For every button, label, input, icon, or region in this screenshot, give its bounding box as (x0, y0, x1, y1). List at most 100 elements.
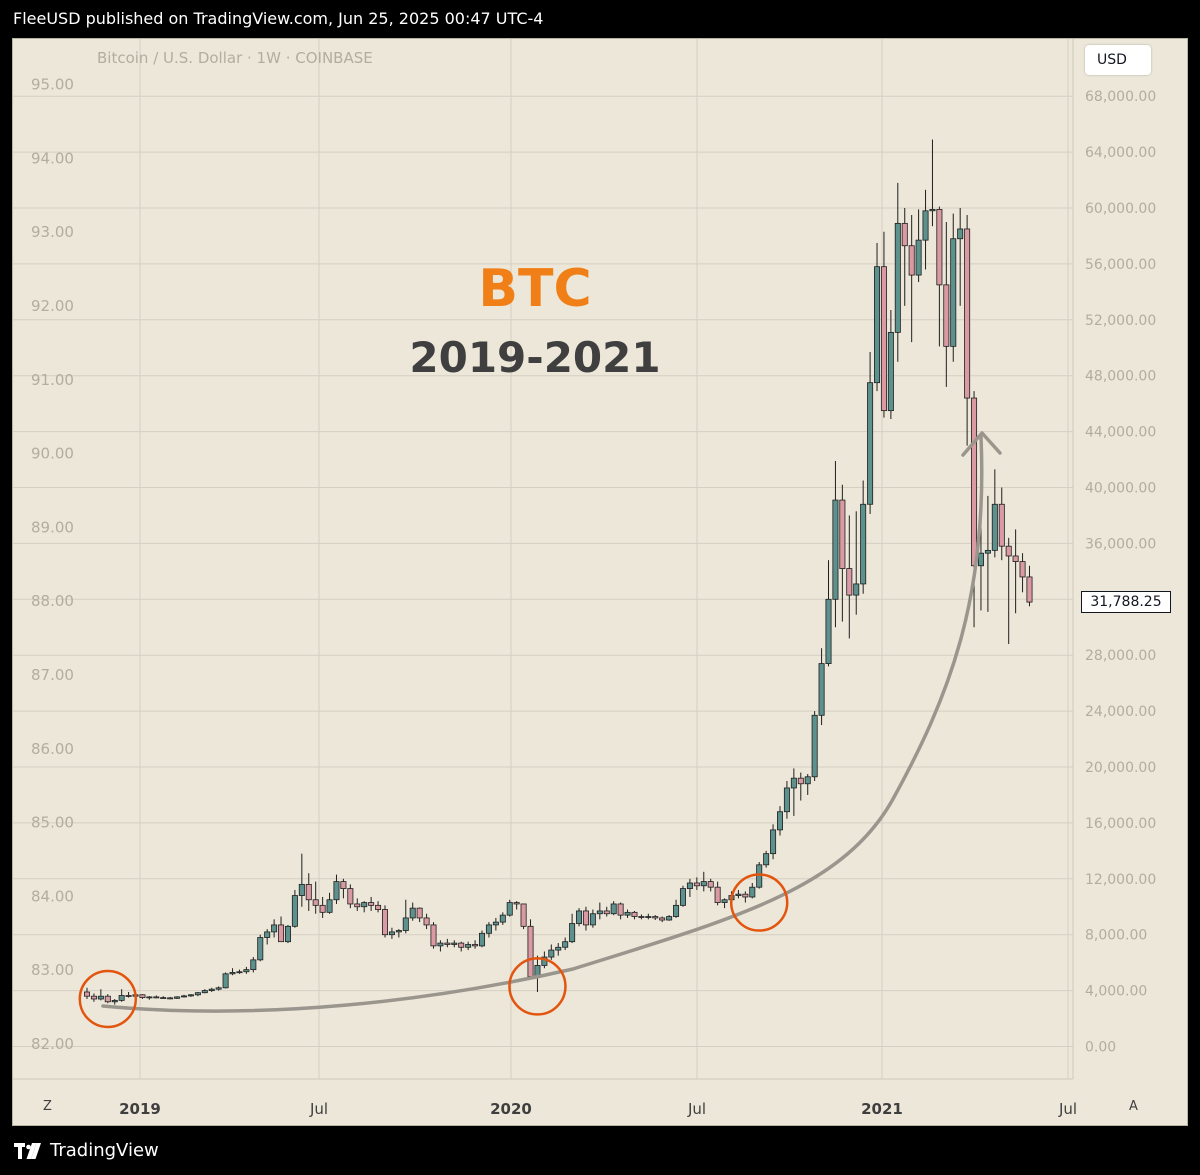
auto-scale-button[interactable]: A (1129, 1099, 1138, 1114)
candle (146, 996, 153, 1000)
candle (659, 916, 666, 923)
chart-panel[interactable]: 68,000.00 64,000.00 60,000.00 56,000.00 52,0… (12, 38, 1188, 1126)
left-tick-label: 85.00 (31, 814, 74, 832)
candle (721, 898, 728, 909)
right-tick-label: 16,000.00 (1085, 816, 1156, 832)
left-tick-label: 84.00 (31, 887, 74, 905)
x-tick-label: Jul (687, 1100, 706, 1118)
candle (416, 907, 423, 923)
candle (887, 310, 894, 420)
price-chart[interactable]: 68,000.00 64,000.00 60,000.00 56,000.00 52,0… (13, 39, 1187, 1125)
right-tick-label: 4,000.00 (1085, 984, 1147, 1000)
candle (430, 922, 437, 949)
candle (631, 910, 638, 920)
candle (679, 885, 686, 907)
candle (444, 938, 451, 948)
candle (423, 913, 430, 930)
left-tick-label: 89.00 (31, 518, 74, 536)
candle (901, 208, 908, 306)
candle (763, 850, 770, 868)
candle (90, 993, 97, 1002)
candle (194, 991, 201, 997)
candle (395, 929, 402, 938)
right-tick-label: 44,000.00 (1085, 425, 1156, 441)
candle (368, 896, 375, 911)
candle (527, 919, 534, 978)
candle (652, 915, 659, 921)
candle (208, 987, 215, 992)
candle (520, 903, 527, 930)
candle (305, 873, 312, 911)
candle (908, 214, 915, 343)
candle (319, 896, 326, 918)
right-tick-label: 0.00 (1085, 1040, 1116, 1056)
candle (409, 902, 416, 921)
candle (576, 908, 583, 927)
candle (118, 989, 125, 1002)
candle (818, 648, 825, 726)
candle (361, 901, 368, 913)
tradingview-logo-icon (14, 1142, 42, 1159)
candle (97, 989, 104, 1001)
candle (936, 206, 943, 347)
zoom-corner-button[interactable]: Z (43, 1099, 52, 1114)
candle (257, 934, 264, 962)
candle (804, 773, 811, 795)
candle (451, 940, 458, 948)
candle (167, 996, 174, 1000)
candle (1005, 537, 1012, 645)
candle (562, 937, 569, 951)
right-tick-label: 28,000.00 (1085, 648, 1156, 664)
right-tick-label: 52,000.00 (1085, 313, 1156, 329)
candle (839, 484, 846, 622)
candle (797, 772, 804, 801)
candle (922, 189, 929, 270)
candle (174, 996, 181, 999)
candle (957, 208, 964, 306)
candle (610, 901, 617, 916)
candle (700, 871, 707, 892)
candle (513, 901, 520, 910)
last-price-label: 31,788.25 (1081, 591, 1171, 613)
candle (880, 231, 887, 418)
candle (589, 909, 596, 928)
candle (375, 901, 382, 913)
candle (479, 930, 486, 948)
x-tick-label: 2021 (861, 1100, 903, 1118)
right-tick-label: 48,000.00 (1085, 369, 1156, 385)
candle (686, 878, 693, 897)
candle (548, 944, 555, 960)
highlight-circle (508, 957, 567, 1016)
candle (278, 916, 285, 943)
candle (437, 940, 444, 952)
x-tick-label: Jul (1058, 1100, 1077, 1118)
x-tick-label: 2019 (119, 1100, 161, 1118)
highlight-circle (78, 969, 138, 1029)
candle (326, 892, 333, 914)
candle (943, 221, 950, 387)
candle (624, 909, 631, 918)
candle (250, 957, 257, 973)
candle (984, 495, 991, 612)
candle (638, 914, 645, 920)
candle (506, 899, 513, 917)
candle (201, 989, 208, 994)
growth-arrowhead (961, 431, 1002, 457)
candle (617, 902, 624, 920)
candle (707, 878, 714, 892)
right-tick-label: 12,000.00 (1085, 872, 1156, 888)
right-tick-label: 8,000.00 (1085, 928, 1147, 944)
candle (693, 877, 700, 890)
symbol-info: Bitcoin / U.S. Dollar · 1W · COINBASE (97, 49, 373, 67)
candle (381, 905, 388, 938)
candle (298, 853, 305, 907)
left-tick-label: 82.00 (31, 1035, 74, 1053)
right-tick-label: 40,000.00 (1085, 481, 1156, 497)
candle (790, 768, 797, 816)
right-tick-label: 60,000.00 (1085, 201, 1156, 217)
candle (894, 182, 901, 362)
currency-button[interactable]: USD (1085, 45, 1151, 75)
candle (84, 987, 91, 999)
candle (284, 924, 291, 944)
growth-arrow (101, 435, 984, 1013)
